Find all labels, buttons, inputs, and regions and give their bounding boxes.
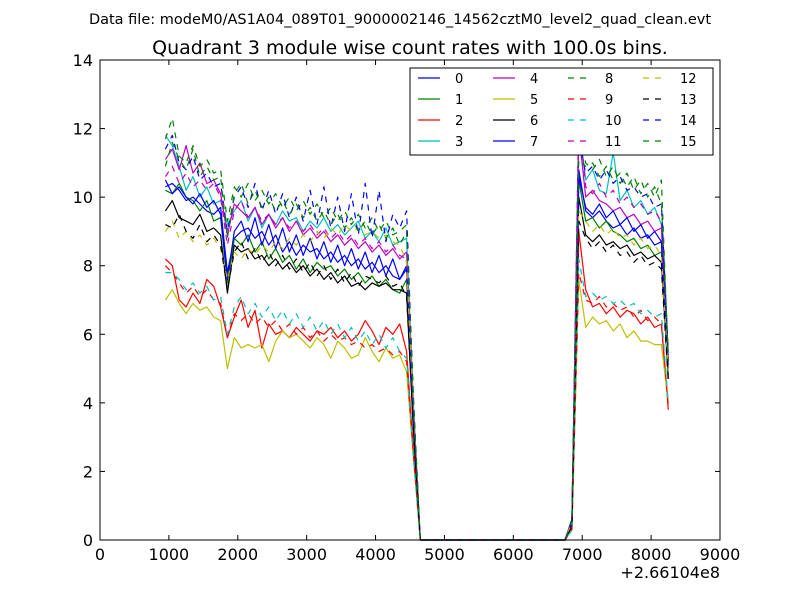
legend-label-5: 5 bbox=[530, 93, 538, 108]
x-tick-label: 3000 bbox=[286, 545, 327, 564]
legend-label-4: 4 bbox=[530, 72, 538, 87]
legend-label-0: 0 bbox=[455, 72, 463, 87]
legend-label-13: 13 bbox=[680, 93, 697, 108]
series-line-5 bbox=[164, 278, 669, 541]
legend-label-8: 8 bbox=[605, 72, 613, 87]
series-line-7 bbox=[164, 176, 669, 541]
x-tick-label: 7000 bbox=[562, 545, 603, 564]
x-tick-label: 6000 bbox=[493, 545, 534, 564]
x-tick-label: 9000 bbox=[700, 545, 741, 564]
series-layer bbox=[164, 110, 669, 541]
legend-label-3: 3 bbox=[455, 135, 463, 150]
plot-frame bbox=[99, 59, 721, 541]
y-tick-label: 14 bbox=[73, 51, 93, 70]
legend-label-7: 7 bbox=[530, 135, 538, 150]
x-tick-label: 2000 bbox=[217, 545, 258, 564]
legend-label-15: 15 bbox=[680, 135, 697, 150]
series-line-13 bbox=[165, 213, 669, 541]
x-tick-label: 5000 bbox=[424, 545, 465, 564]
legend-label-12: 12 bbox=[680, 72, 697, 87]
suptitle: Data file: modeM0/AS1A04_089T01_90000021… bbox=[89, 12, 711, 28]
legend-label-1: 1 bbox=[455, 93, 463, 108]
y-tick-label: 6 bbox=[83, 325, 93, 344]
series-line-3 bbox=[164, 121, 669, 541]
y-tick-label: 0 bbox=[83, 531, 93, 550]
series-line-12 bbox=[164, 210, 669, 541]
x-offset-label: +2.66104e8 bbox=[620, 563, 720, 582]
legend-label-2: 2 bbox=[455, 114, 463, 129]
series-line-15 bbox=[164, 141, 669, 541]
x-tick-label: 4000 bbox=[355, 545, 396, 564]
legend-label-11: 11 bbox=[605, 135, 622, 150]
chart-title: Quadrant 3 module wise count rates with … bbox=[152, 37, 668, 59]
legend-label-9: 9 bbox=[605, 93, 613, 108]
tick-layer: 0 1000 2000 3000 4000 5000 6000 7000 8000 9000 0 2 4… bbox=[73, 51, 741, 564]
series-line-14 bbox=[164, 134, 669, 541]
x-tick-label: 8000 bbox=[631, 545, 672, 564]
y-tick-label: 4 bbox=[83, 394, 93, 413]
legend-label-6: 6 bbox=[530, 114, 538, 129]
y-tick-label: 2 bbox=[83, 462, 93, 481]
y-tick-label: 8 bbox=[83, 257, 93, 276]
y-tick-label: 10 bbox=[73, 188, 93, 207]
legend-label-14: 14 bbox=[680, 114, 697, 129]
series-line-2 bbox=[164, 230, 669, 541]
series-line-11 bbox=[164, 110, 669, 541]
y-tick-label: 12 bbox=[73, 120, 93, 139]
legend-frame bbox=[409, 67, 714, 156]
x-tick-label: 1000 bbox=[149, 545, 190, 564]
x-tick-label: 0 bbox=[95, 545, 105, 564]
legend-label-10: 10 bbox=[605, 114, 622, 129]
